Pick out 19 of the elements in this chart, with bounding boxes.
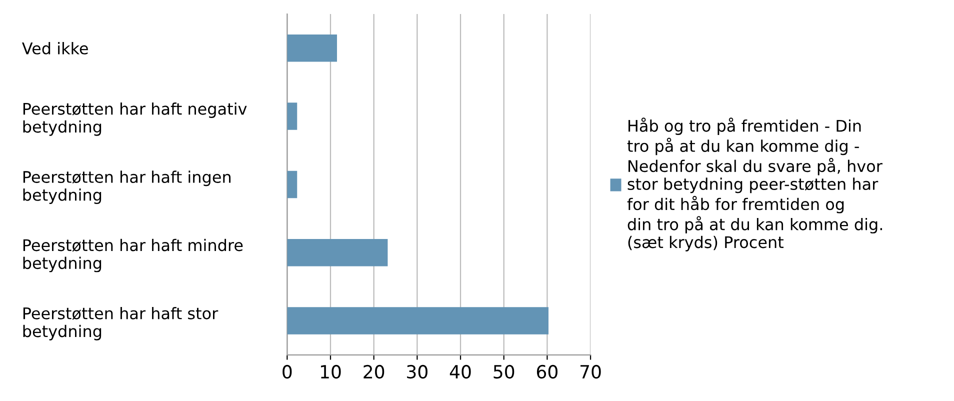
x-tick-label: 60 [536, 364, 558, 379]
bar [287, 307, 548, 334]
bar [287, 170, 298, 198]
x-tick-label: 10 [320, 364, 341, 379]
x-tick-label: 70 [580, 364, 601, 379]
y-tick-label: Peerstøtten har haft mindre betydning [23, 238, 243, 272]
x-tick-label: 40 [450, 364, 471, 379]
bar [287, 238, 388, 266]
y-tick-label: Peerstøtten har haft negativ betydning [23, 102, 247, 136]
x-tick-label: 20 [364, 364, 384, 379]
y-tick-label: Peerstøtten har haft stor betydning [23, 307, 218, 340]
x-tick-label: 0 [282, 364, 292, 379]
y-tick-label: Ved ikke [22, 42, 88, 54]
x-tick-label: 50 [494, 364, 514, 379]
bar [287, 102, 298, 130]
legend-label: Håb og tro på fremtiden - Din tro på at du kan komme dig - Nedenfor skal du svare på, hvor stor betydning peer-støtten har for dit håb for fremtiden og din tro på at du kan komme dig. (sæt kryds) Procent [627, 118, 882, 252]
y-tick-label: Peerstøtten har haft ingen betydning [23, 170, 230, 204]
bar [287, 34, 337, 62]
x-tick-label: 30 [407, 364, 428, 379]
